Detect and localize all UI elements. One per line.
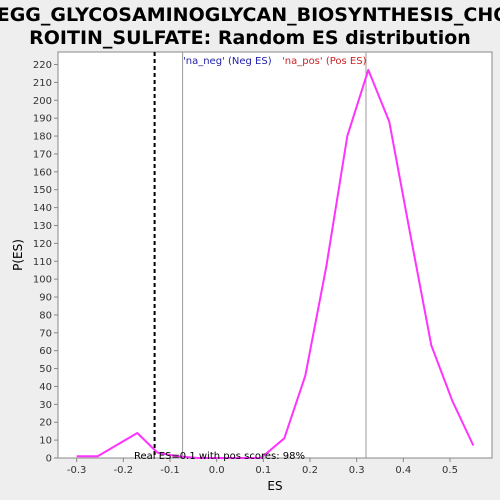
- y-tick-label: 10: [39, 436, 52, 447]
- y-tick-label: 140: [33, 203, 52, 214]
- y-tick-label: 180: [33, 132, 52, 143]
- y-axis-label: P(ES): [11, 239, 25, 271]
- es-distribution-line: [76, 68, 475, 459]
- y-tick-label: 110: [33, 257, 52, 268]
- legend-pos-label: 'na_pos' (Pos ES): [282, 56, 367, 67]
- x-tick-label: 0.1: [255, 465, 271, 476]
- y-tick-label: 150: [33, 185, 52, 196]
- y-tick-label: 210: [33, 78, 52, 89]
- y-tick-label: 70: [39, 328, 52, 339]
- plot-area: [57, 51, 493, 459]
- legend-neg-label: 'na_neg' (Neg ES): [183, 56, 272, 67]
- y-tick-label: 20: [39, 418, 52, 429]
- x-tick-label: 0.4: [395, 465, 411, 476]
- chart-title: KEGG_GLYCOSAMINOGLYCAN_BIOSYNTHESIS_CHON…: [0, 4, 500, 50]
- y-tick-label: 220: [33, 60, 52, 71]
- y-tick-label: 170: [33, 149, 52, 160]
- y-tick-label: 130: [33, 221, 52, 232]
- x-tick-label: 0.2: [302, 465, 318, 476]
- y-tick-label: 60: [39, 346, 52, 357]
- y-tick-label: 200: [33, 96, 52, 107]
- chart-title-line-2: ROITIN_SULFATE: Random ES distribution: [29, 27, 471, 49]
- y-axis-ticks: 0 10 20 30 40 50 60 70 80 90 100 110 120 130 140 150 160…: [33, 60, 58, 465]
- series-layer: [76, 68, 475, 459]
- x-tick-label: -0.2: [114, 465, 134, 476]
- reference-lines: [153, 52, 367, 458]
- y-tick-label: 160: [33, 167, 52, 178]
- x-tick-label: -0.1: [160, 465, 180, 476]
- y-tick-label: 120: [33, 239, 52, 250]
- x-tick-label: 0.0: [209, 465, 225, 476]
- y-tick-label: 80: [39, 310, 52, 321]
- y-tick-label: 190: [33, 114, 52, 125]
- x-tick-label: -0.3: [67, 465, 87, 476]
- x-tick-label: 0.3: [349, 465, 365, 476]
- y-tick-label: 30: [39, 400, 52, 411]
- x-axis-ticks: -0.3 -0.2 -0.1 0.0 0.1 0.2 0.3 0.4 0.5: [67, 458, 458, 476]
- real-es-annotation: Real ES=0.1 with pos scores: 98%: [134, 451, 305, 462]
- y-tick-label: 90: [39, 293, 52, 304]
- y-tick-label: 100: [33, 275, 52, 286]
- chart-title-line-1: KEGG_GLYCOSAMINOGLYCAN_BIOSYNTHESIS_CHON…: [0, 4, 500, 26]
- x-tick-label: 0.5: [442, 465, 458, 476]
- x-axis-label: ES: [267, 479, 282, 493]
- y-tick-label: 50: [39, 364, 52, 375]
- y-tick-label: 40: [39, 382, 52, 393]
- y-tick-label: 0: [46, 454, 52, 465]
